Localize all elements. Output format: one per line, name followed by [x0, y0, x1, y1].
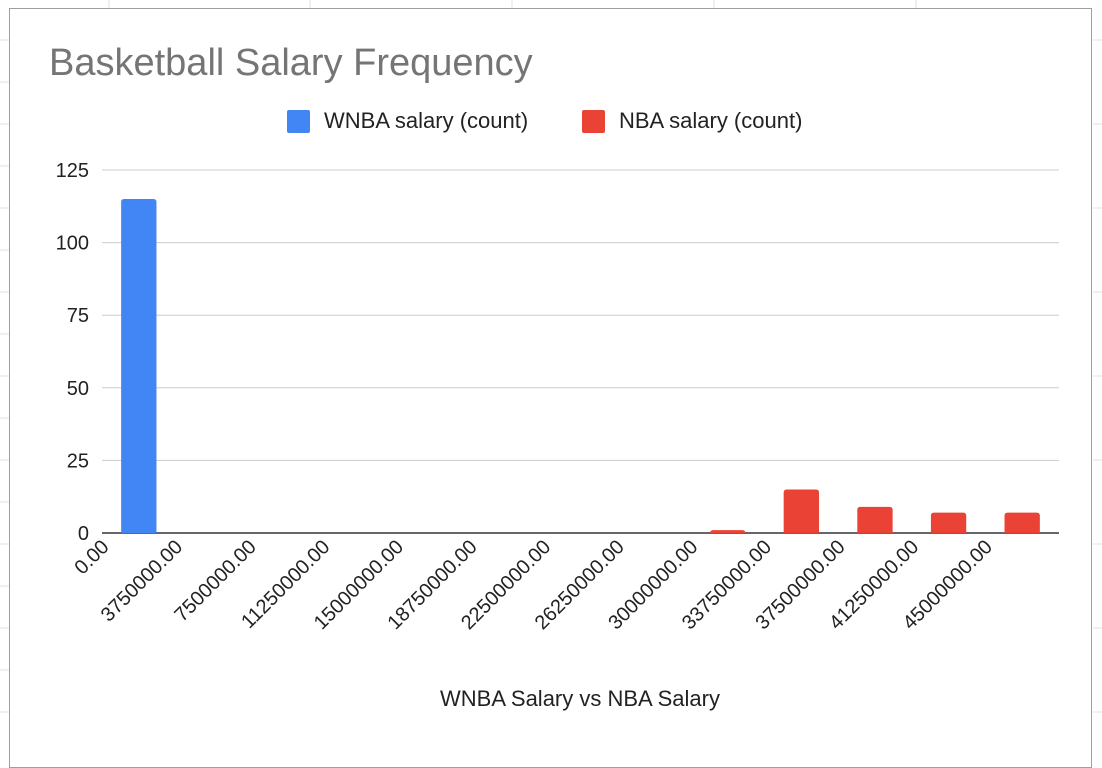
y-tick-label: 100 — [56, 233, 89, 255]
bar-nba[interactable] — [930, 512, 967, 533]
bar-nba[interactable] — [783, 489, 820, 533]
y-tick-label: 50 — [67, 378, 89, 400]
legend-label-wnba: WNBA salary (count) — [324, 108, 529, 133]
bar-nba[interactable] — [857, 506, 893, 533]
bar-nba[interactable] — [1004, 512, 1040, 533]
bar-wnba[interactable] — [121, 199, 157, 534]
chart-title: Basketball Salary Frequency — [49, 42, 533, 84]
spreadsheet-gridlines — [0, 0, 1102, 713]
y-tick-label: 125 — [56, 160, 89, 182]
legend-item-wnba[interactable]: WNBA salary (count) — [287, 108, 528, 134]
y-tick-label: 0 — [78, 523, 89, 545]
bar-nba[interactable] — [710, 530, 746, 534]
x-axis-label: WNBA Salary vs NBA Salary — [440, 686, 720, 711]
chart-legend: WNBA salary (count) NBA salary (count) — [0, 108, 1102, 138]
legend-swatch-nba — [582, 109, 605, 133]
bar-chart-plot: 02550751001250.003750000.007500000.00112… — [56, 160, 1059, 634]
legend-label-nba: NBA salary (count) — [619, 108, 803, 133]
y-tick-label: 75 — [67, 305, 89, 327]
legend-item-nba[interactable]: NBA salary (count) — [582, 108, 802, 134]
y-tick-label: 25 — [67, 450, 89, 472]
legend-swatch-wnba — [287, 109, 310, 133]
